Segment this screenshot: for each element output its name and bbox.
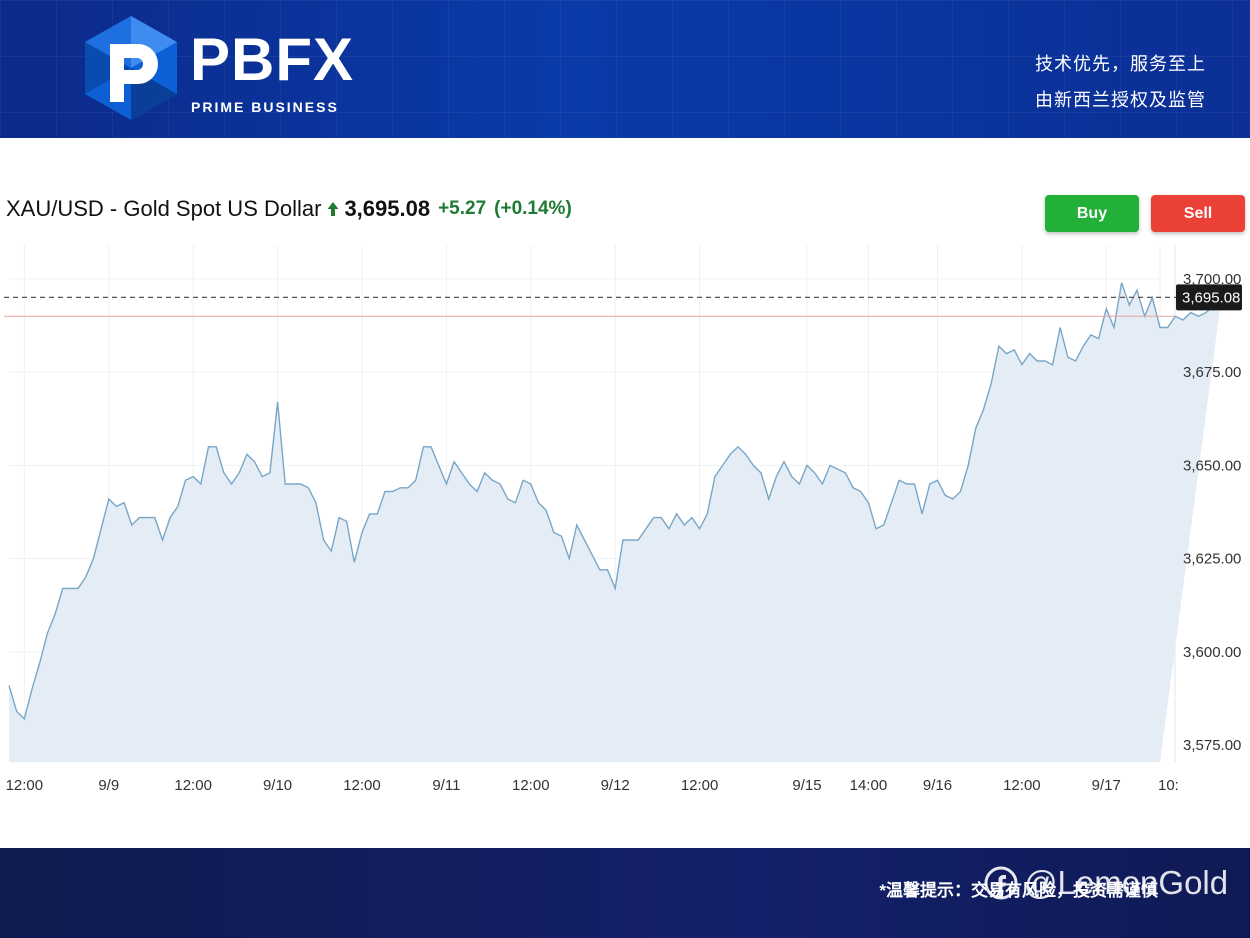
- x-tick-label: 9/16: [923, 777, 952, 794]
- price-chart: 3,575.00 3,600.00 3,625.00 3,650.00 3,675.00…: [4, 245, 1242, 794]
- x-tick-label: 9/12: [601, 777, 630, 794]
- footer-banner: *温馨提示：交易有风险，投资需谨慎: [0, 848, 1250, 938]
- x-tick-label: 12:00: [343, 777, 381, 794]
- slogan-line-2: 由新西兰授权及监管: [1035, 90, 1206, 110]
- header-banner: PBFX PRIME BUSINESS 技术优先，服务至上 由新西兰授权及监管: [0, 0, 1250, 138]
- logo-wordmark: PBFX: [190, 26, 355, 93]
- watermark: @LemonGold: [984, 864, 1228, 902]
- current-price-tag-label: 3,695.08: [1182, 289, 1240, 306]
- risk-warning: *温馨提示：交易有风险，投资需谨慎: [879, 881, 1158, 900]
- x-tick-label: 12:00: [6, 777, 44, 794]
- current-price-tag: [1176, 284, 1242, 311]
- watermark-text: @LemonGold: [1024, 864, 1229, 901]
- x-tick-label: 9/10: [263, 777, 292, 794]
- price-change-percent: (+0.14%): [494, 198, 572, 219]
- x-tick-label: 9/9: [98, 777, 119, 794]
- y-tick-label: 3,650.00: [1183, 457, 1241, 474]
- x-tick-label: 12:00: [512, 777, 550, 794]
- current-price: 3,695.08: [344, 196, 431, 221]
- y-tick-label: 3,625.00: [1183, 551, 1241, 568]
- price-area-fill: [9, 282, 1222, 762]
- y-tick-label: 3,700.00: [1183, 271, 1241, 288]
- x-tick-label: 12:00: [1003, 777, 1041, 794]
- sell-button[interactable]: Sell: [1151, 195, 1245, 232]
- x-tick-label: 9/17: [1092, 777, 1121, 794]
- y-tick-label: 3,575.00: [1183, 737, 1241, 754]
- buy-button[interactable]: Buy: [1045, 195, 1139, 232]
- header-grid-pattern: [0, 0, 1250, 138]
- x-tick-label: 14:00: [850, 777, 888, 794]
- quote-header: XAU/USD - Gold Spot US Dollar 3,695.08 +…: [6, 194, 572, 224]
- x-tick-label: 12:00: [681, 777, 719, 794]
- x-tick-label: 10:: [1158, 777, 1179, 794]
- price-change: +5.27: [438, 198, 487, 219]
- slogan-line-1: 技术优先，服务至上: [1035, 54, 1206, 74]
- x-tick-label: 12:00: [174, 777, 212, 794]
- x-tick-label: 9/11: [432, 777, 460, 794]
- logo-subtitle: PRIME BUSINESS: [191, 99, 339, 115]
- symbol-title: XAU/USD - Gold Spot US Dollar: [6, 196, 322, 221]
- y-tick-label: 3,675.00: [1183, 364, 1241, 381]
- y-tick-label: 3,600.00: [1183, 644, 1241, 661]
- pbfx-logo-icon: [85, 16, 177, 120]
- facebook-icon: [984, 866, 1018, 900]
- x-tick-label: 9/15: [792, 777, 821, 794]
- price-series-line: [8, 282, 1222, 721]
- up-arrow-icon: [327, 202, 339, 216]
